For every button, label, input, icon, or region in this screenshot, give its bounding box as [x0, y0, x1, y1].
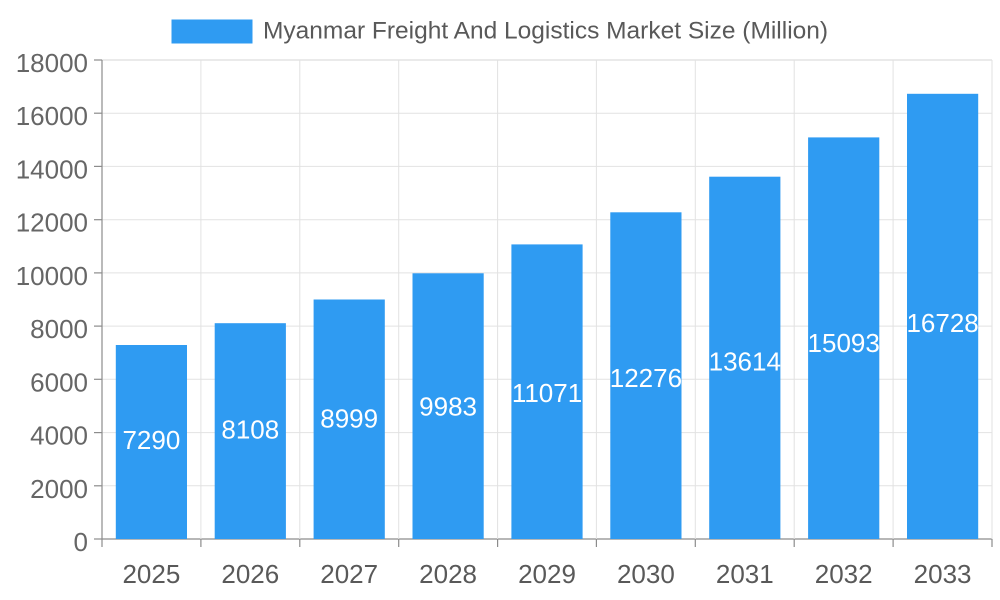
- svg-text:Myanmar Freight And Logistics: Myanmar Freight And Logistics Market Siz…: [263, 18, 828, 45]
- svg-text:15093: 15093: [808, 328, 880, 358]
- svg-text:2000: 2000: [30, 474, 88, 504]
- svg-text:16000: 16000: [16, 101, 88, 131]
- svg-text:2030: 2030: [617, 559, 675, 589]
- svg-text:6000: 6000: [30, 367, 88, 397]
- svg-text:2031: 2031: [716, 559, 774, 589]
- svg-text:2032: 2032: [815, 559, 873, 589]
- svg-text:2025: 2025: [122, 559, 180, 589]
- svg-text:8108: 8108: [221, 415, 279, 445]
- svg-text:8999: 8999: [320, 404, 378, 434]
- svg-text:0: 0: [74, 527, 88, 557]
- svg-text:2026: 2026: [221, 559, 279, 589]
- svg-text:12000: 12000: [16, 208, 88, 238]
- svg-text:12276: 12276: [610, 363, 682, 393]
- svg-text:11071: 11071: [512, 378, 582, 408]
- svg-text:9983: 9983: [419, 392, 477, 422]
- svg-text:4000: 4000: [30, 421, 88, 451]
- svg-text:14000: 14000: [16, 154, 88, 184]
- svg-text:18000: 18000: [16, 48, 88, 78]
- svg-text:16728: 16728: [906, 308, 978, 338]
- svg-text:2028: 2028: [419, 559, 477, 589]
- svg-text:10000: 10000: [16, 261, 88, 291]
- svg-text:2027: 2027: [320, 559, 378, 589]
- svg-text:2029: 2029: [518, 559, 576, 589]
- svg-text:13614: 13614: [709, 347, 781, 377]
- svg-text:2033: 2033: [914, 559, 972, 589]
- svg-text:7290: 7290: [122, 425, 180, 455]
- svg-text:8000: 8000: [30, 314, 88, 344]
